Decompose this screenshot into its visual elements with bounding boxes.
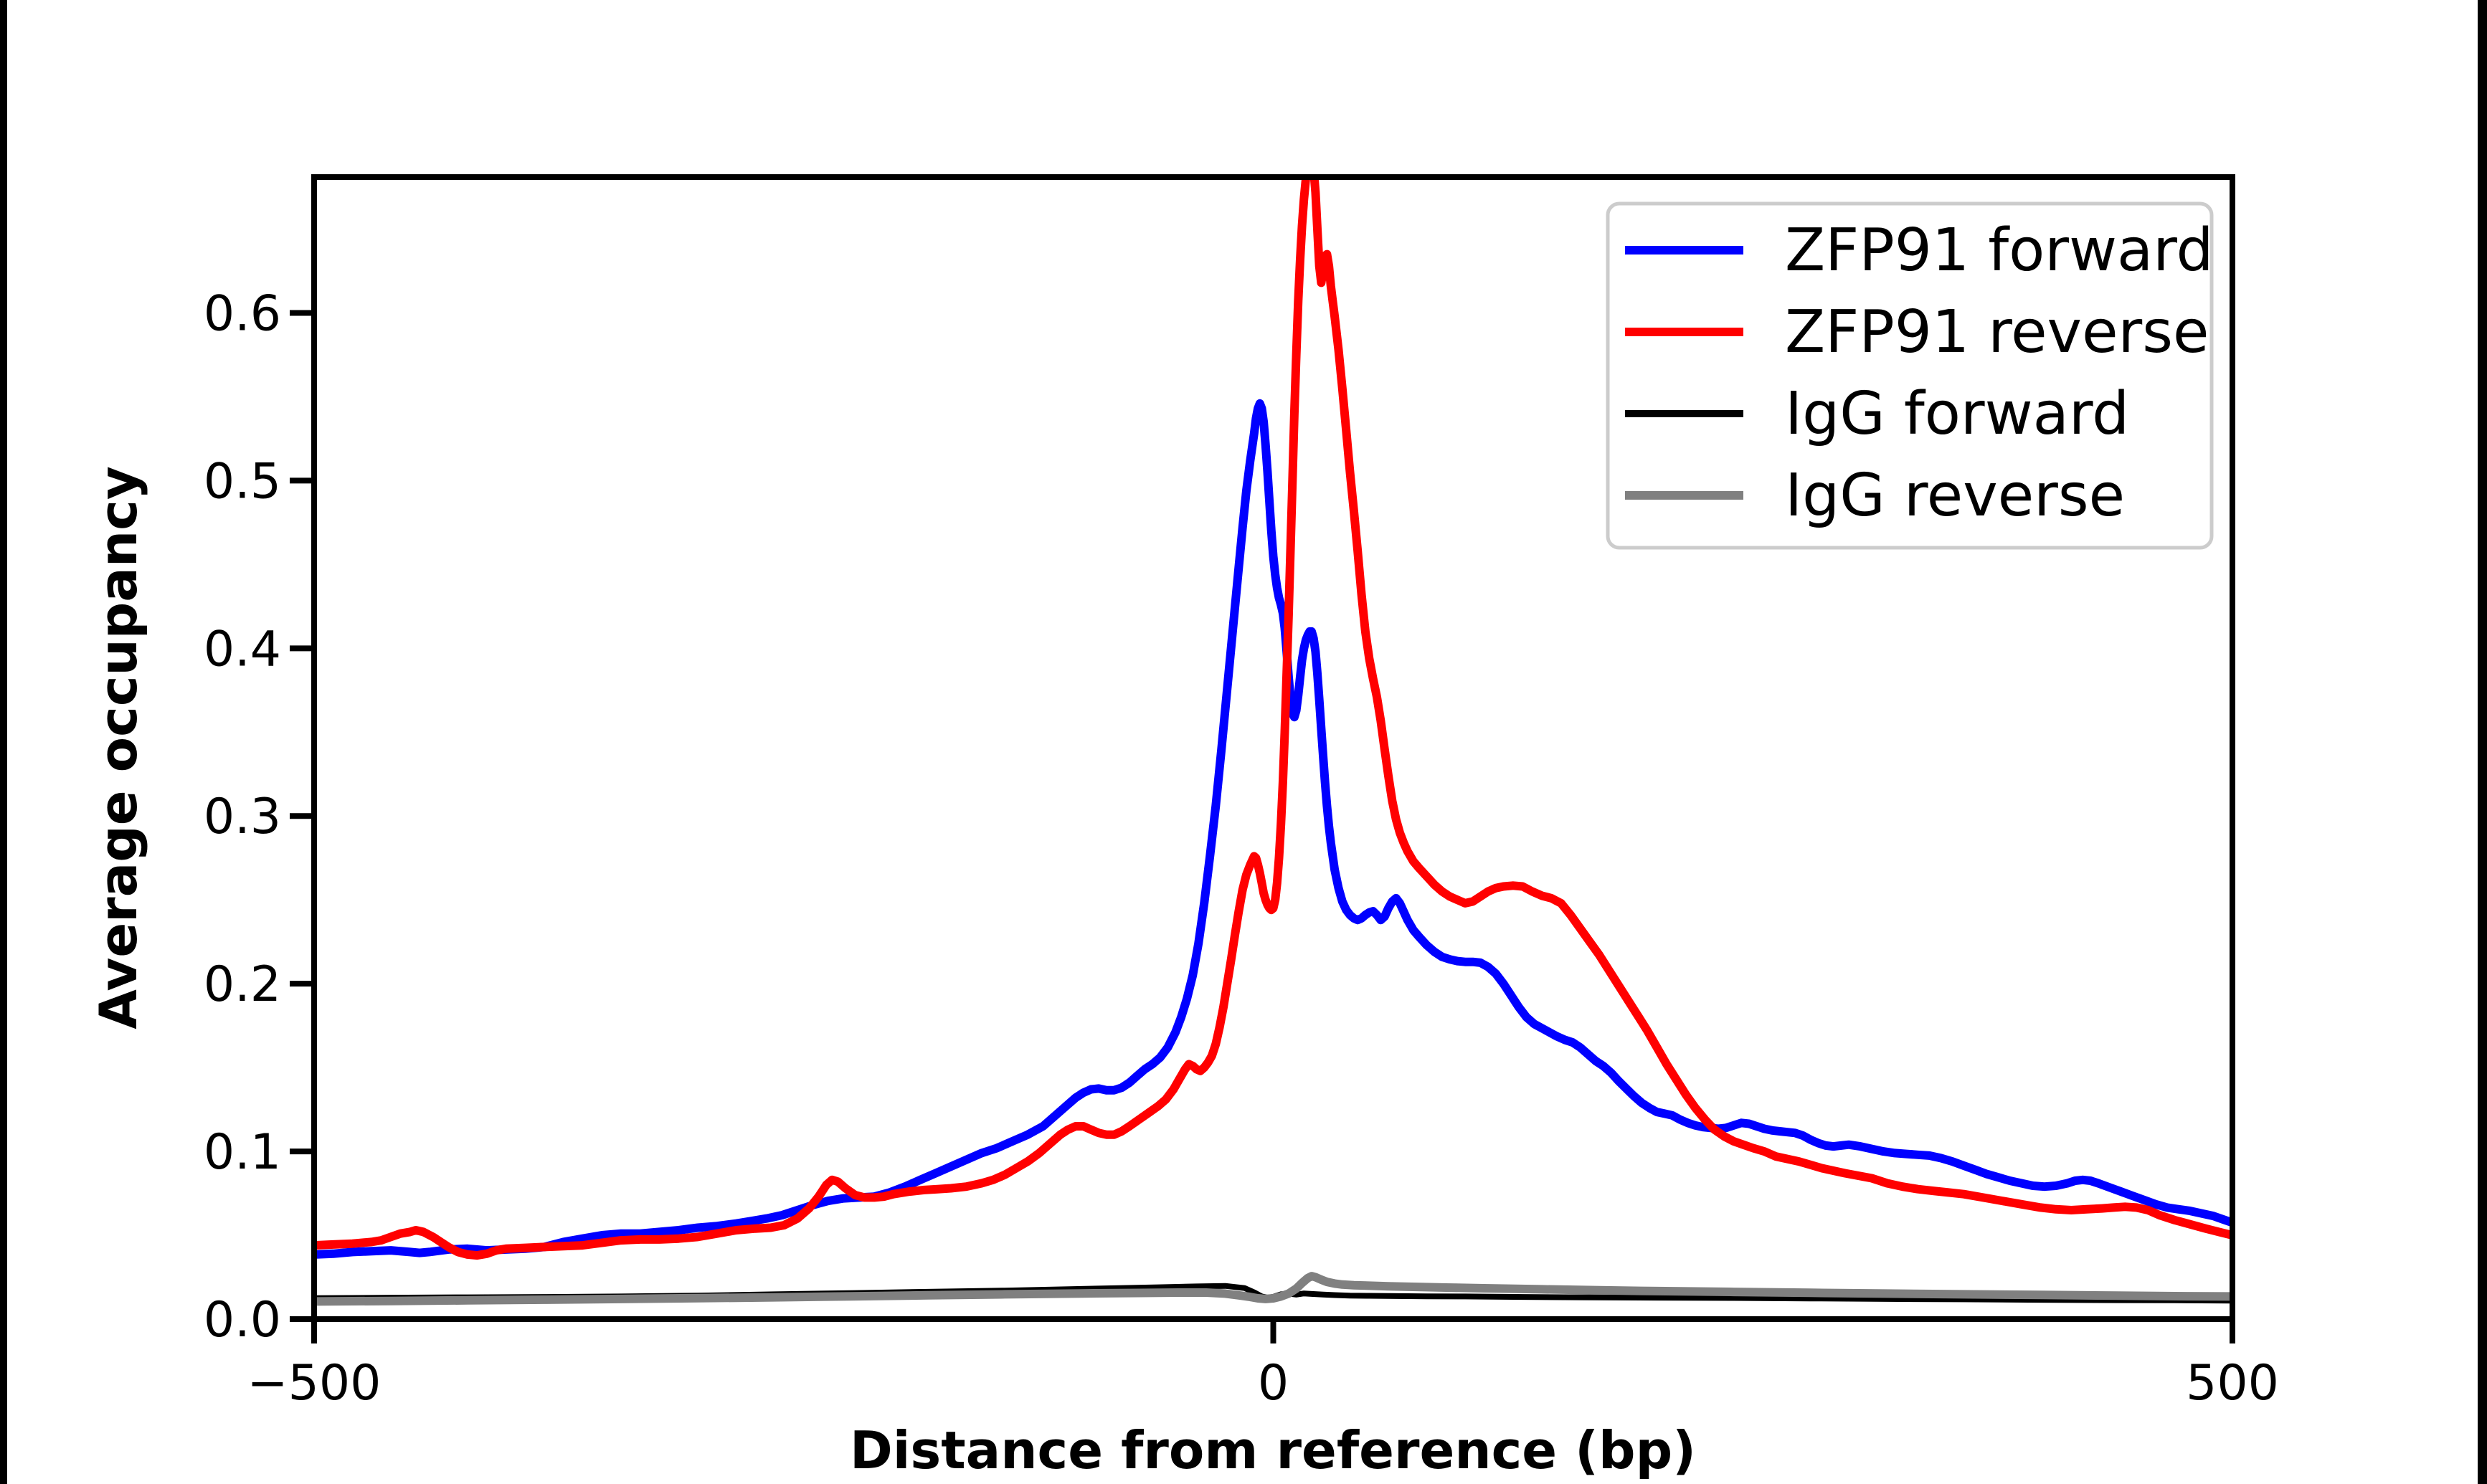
y-axis-ticks: 0.0 0.1 0.2 0.3 0.4 0.5 0.6: [204, 285, 314, 1349]
y-tick-label: 0.5: [204, 453, 281, 510]
series-line-igg-reverse: [314, 1272, 2232, 1306]
y-tick-label: 0.4: [204, 621, 281, 677]
series-line-zfp91-forward: [314, 399, 2232, 1259]
series-group: [314, 177, 2232, 1306]
screen-left-border: [0, 0, 7, 1484]
series-line-zfp91-reverse: [314, 177, 2232, 1260]
screen-right-border: [2478, 0, 2487, 1484]
y-tick-label: 0.2: [204, 956, 281, 1013]
x-tick-label: −500: [247, 1355, 382, 1412]
legend-label-igg-reverse: IgG reverse: [1785, 462, 2125, 530]
x-axis-ticks: −500 0 500: [247, 1319, 2279, 1412]
y-tick-label: 0.0: [204, 1292, 281, 1349]
y-tick-label: 0.6: [204, 285, 281, 342]
legend: ZFP91 forward ZFP91 reverse IgG forward IgG…: [1606, 201, 2214, 550]
legend-label-zfp91-reverse: ZFP91 reverse: [1785, 298, 2209, 366]
y-axis-label: Average occupancy: [88, 466, 148, 1029]
x-tick-label: 0: [1258, 1355, 1289, 1412]
y-tick-label: 0.1: [204, 1124, 281, 1181]
x-axis-label: Distance from reference (bp): [850, 1420, 1696, 1480]
legend-box: [1606, 201, 2214, 550]
legend-label-zfp91-forward: ZFP91 forward: [1785, 217, 2214, 285]
legend-label-igg-forward: IgG forward: [1785, 380, 2129, 448]
x-tick-label: 500: [2186, 1355, 2279, 1412]
y-tick-label: 0.3: [204, 789, 281, 845]
